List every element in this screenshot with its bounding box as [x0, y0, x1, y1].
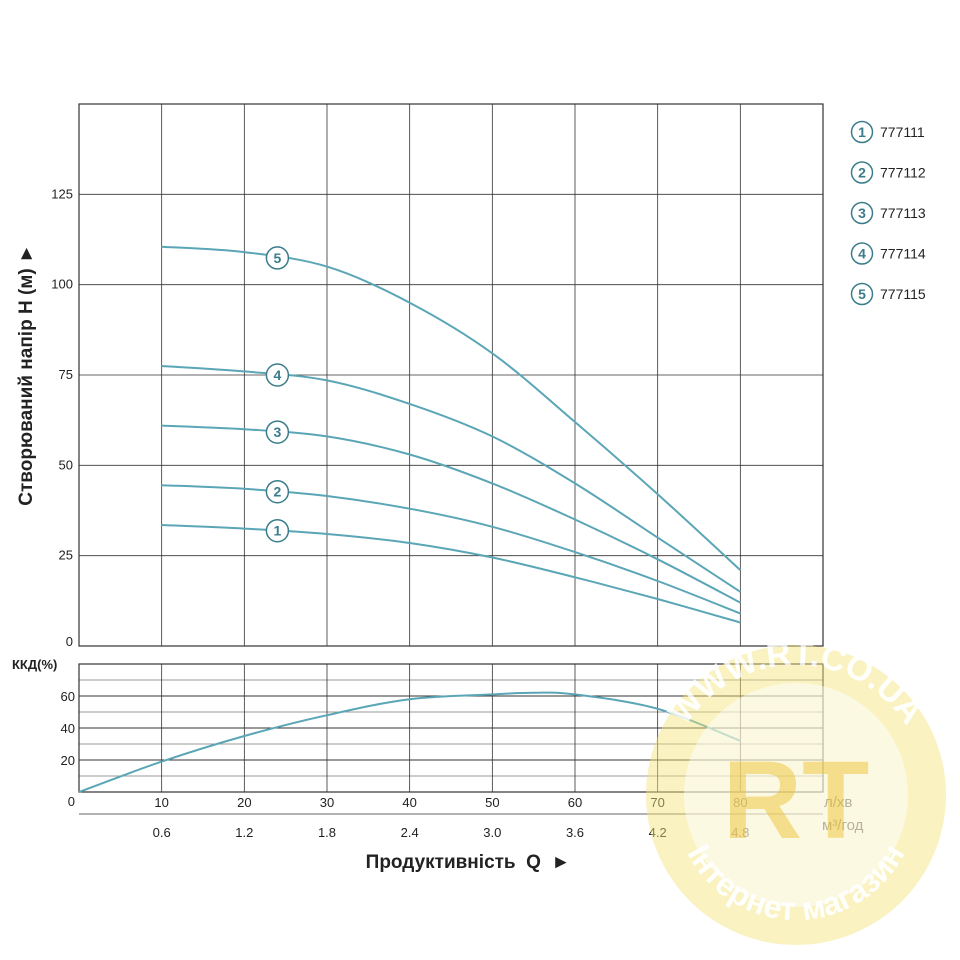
- legend-marker-5: [850, 282, 874, 306]
- x-tick-lpm: 20: [237, 795, 251, 810]
- x-tick-m3h: 4.2: [649, 825, 667, 840]
- x-unit-m3h: м³/год: [822, 817, 864, 834]
- head-y-tick-label: 125: [51, 186, 73, 201]
- legend-item-label: 777114: [880, 246, 926, 262]
- legend-item-label: 777111: [880, 124, 925, 140]
- x-tick-m3h: 2.4: [401, 825, 419, 840]
- legend-marker-label: 4: [858, 246, 866, 262]
- curve-marker-2: [265, 479, 290, 504]
- x-tick-m3h: 3.0: [483, 825, 501, 840]
- head-curve-3: [161, 424, 741, 604]
- legend-marker-label: 2: [858, 165, 866, 181]
- x-tick-lpm: 50: [485, 795, 499, 810]
- head-curves: 1 2 3 4 5: [161, 245, 741, 624]
- x-axis-title: Продуктивність Q ►: [366, 852, 571, 873]
- x-ticks: 10 20 30 40 50 60 70 80 0.6 1.2 1.8 2.4 3.0 3.6 4.2 4.8: [153, 795, 750, 840]
- legend-item-label: 777115: [880, 286, 926, 302]
- x-tick-lpm: 80: [733, 795, 747, 810]
- legend-marker-label: 3: [858, 205, 866, 221]
- legend: 1 777111 2 777112 3 777113 4 777114 5 777115: [850, 120, 926, 306]
- curve-marker-1: [265, 518, 290, 543]
- efficiency-chart-grid: [78, 663, 824, 815]
- head-curve-2: [161, 484, 741, 615]
- legend-marker-3: [850, 201, 874, 225]
- head-y-tick-label: 0: [66, 634, 73, 649]
- x-tick-m3h: 3.6: [566, 825, 584, 840]
- head-y-tick-label: 100: [51, 277, 73, 292]
- x-tick-m3h: 1.2: [235, 825, 253, 840]
- curve-marker-label-2: 2: [274, 484, 282, 500]
- x-tick-lpm: 60: [568, 795, 582, 810]
- curve-marker-label-3: 3: [274, 424, 282, 440]
- watermark-logo: WWW.RT.CO.UA Інтернет магазин RT: [646, 635, 946, 945]
- legend-marker-label: 5: [858, 286, 866, 302]
- efficiency-curve: [78, 691, 741, 793]
- head-y-tick-label: 50: [59, 457, 73, 472]
- head-curve-1: [161, 524, 741, 624]
- efficiency-y-tick-label: 0: [68, 794, 75, 809]
- efficiency-y-tick-label: 20: [61, 753, 75, 768]
- legend-item-label: 777113: [880, 205, 926, 221]
- legend-marker-label: 1: [858, 124, 866, 140]
- head-curve-4: [161, 365, 741, 593]
- legend-marker-1: [850, 120, 874, 144]
- head-y-tick-label: 75: [59, 367, 73, 382]
- x-tick-lpm: 70: [650, 795, 664, 810]
- head-chart-grid: [78, 103, 824, 647]
- curve-marker-5: [265, 246, 290, 270]
- watermark-rt: RT: [723, 739, 870, 862]
- curve-marker-4: [265, 363, 290, 387]
- x-tick-m3h: 1.8: [318, 825, 336, 840]
- legend-marker-4: [850, 242, 874, 265]
- efficiency-line: [78, 691, 741, 793]
- x-tick-m3h: 0.6: [153, 825, 171, 840]
- efficiency-y-tick-label: 60: [61, 689, 75, 704]
- efficiency-y-axis-title: ККД(%): [12, 657, 57, 672]
- curve-marker-label-4: 4: [274, 367, 282, 383]
- x-tick-m3h: 4.8: [731, 825, 749, 840]
- efficiency-y-ticks: 0 20 40 60: [61, 689, 75, 809]
- x-unit-lpm: л/хв: [824, 794, 852, 811]
- x-tick-lpm: 30: [320, 795, 334, 810]
- head-y-ticks: 0 25 50 75 100 125: [51, 186, 73, 649]
- curve-marker-3: [265, 420, 290, 444]
- legend-item-label: 777112: [880, 165, 926, 181]
- efficiency-y-tick-label: 40: [61, 721, 75, 736]
- legend-marker-2: [850, 161, 874, 184]
- curve-marker-label-1: 1: [274, 523, 282, 539]
- head-y-tick-label: 25: [59, 548, 73, 563]
- curve-marker-label-5: 5: [274, 250, 282, 266]
- head-curve-5: [161, 245, 741, 571]
- x-tick-lpm: 10: [154, 795, 168, 810]
- head-y-axis-title: Створюваний напір H (м) ►: [16, 244, 37, 505]
- x-tick-lpm: 40: [402, 795, 416, 810]
